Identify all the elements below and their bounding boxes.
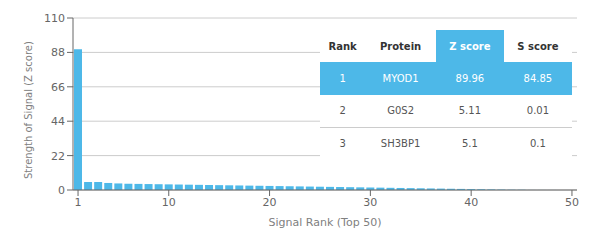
svg-text:20: 20 — [263, 196, 277, 209]
html-text:84.85: 84.85 — [523, 72, 553, 84]
html-text:S score: S score — [517, 40, 559, 52]
svg-text:1: 1 — [75, 196, 82, 209]
svg-text:50: 50 — [565, 196, 579, 209]
svg-text:0: 0 — [58, 184, 65, 197]
html-text:5.11: 5.11 — [458, 105, 481, 117]
html-text:3: 3 — [339, 137, 346, 149]
svg-text:10: 10 — [162, 196, 176, 209]
svg-text:44: 44 — [51, 115, 65, 128]
svg-text:30: 30 — [363, 196, 377, 209]
html-text:MYOD1: MYOD1 — [382, 72, 419, 84]
svg-text:Signal Rank (Top 50): Signal Rank (Top 50) — [269, 216, 382, 229]
html-text:1: 1 — [339, 72, 346, 84]
html-text:Rank: Rank — [328, 40, 357, 52]
html-text:Protein: Protein — [380, 40, 422, 52]
svg-text:Strength of Signal (Z score): Strength of Signal (Z score) — [23, 41, 34, 179]
svg-text:66: 66 — [51, 81, 65, 94]
svg-text:22: 22 — [51, 150, 65, 163]
html-text:0.01: 0.01 — [526, 105, 549, 117]
html-text:89.96: 89.96 — [455, 72, 485, 84]
html-text:SH3BP1: SH3BP1 — [380, 137, 421, 149]
svg-text:40: 40 — [464, 196, 478, 209]
svg-text:88: 88 — [51, 46, 65, 59]
html-text:2: 2 — [339, 105, 346, 117]
html-text:G0S2: G0S2 — [387, 105, 414, 117]
html-text:Z score: Z score — [449, 40, 491, 52]
html-text:5.1: 5.1 — [461, 137, 478, 149]
svg-text:110: 110 — [44, 12, 65, 25]
html-text:0.1: 0.1 — [530, 137, 546, 149]
